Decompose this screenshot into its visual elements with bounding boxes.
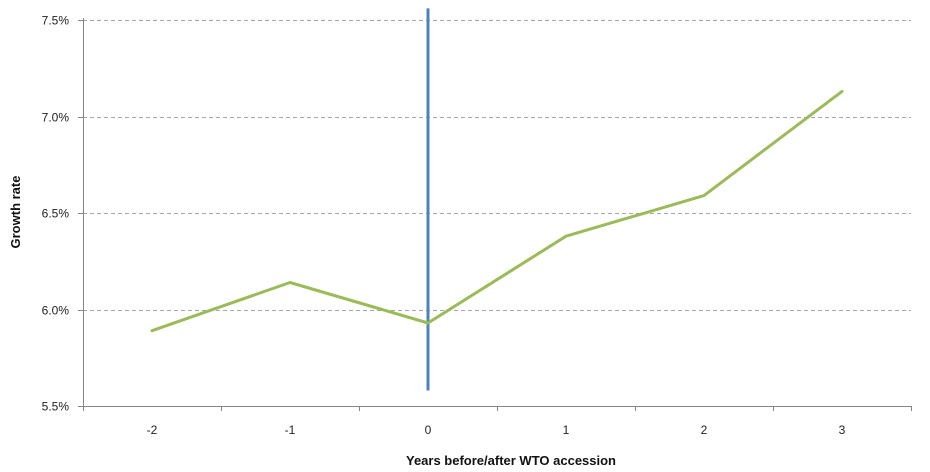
x-tick-label: 0 bbox=[425, 423, 432, 437]
y-tick-label: 7.5% bbox=[42, 14, 70, 28]
x-tick-label: -2 bbox=[147, 423, 158, 437]
gridlines bbox=[83, 20, 911, 311]
x-tick-label: 1 bbox=[563, 423, 570, 437]
series-group bbox=[150, 89, 844, 333]
y-tick-label: 6.5% bbox=[42, 207, 70, 221]
x-tick-label: -1 bbox=[285, 423, 296, 437]
y-axis-title: Growth rate bbox=[8, 176, 23, 249]
tick-labels: 5.5% 6.0% 6.5% 7.0% 7.5% -2 -1 0 1 2 3 bbox=[42, 14, 846, 438]
y-tick-label: 7.0% bbox=[42, 111, 70, 125]
x-tick-label: 3 bbox=[839, 423, 846, 437]
x-axis-title: Years before/after WTO accession bbox=[406, 453, 616, 468]
x-tick-label: 2 bbox=[701, 423, 708, 437]
series-line bbox=[150, 89, 844, 333]
y-tick-label: 5.5% bbox=[42, 400, 70, 414]
axes bbox=[78, 18, 912, 411]
y-tick-label: 6.0% bbox=[42, 304, 70, 318]
